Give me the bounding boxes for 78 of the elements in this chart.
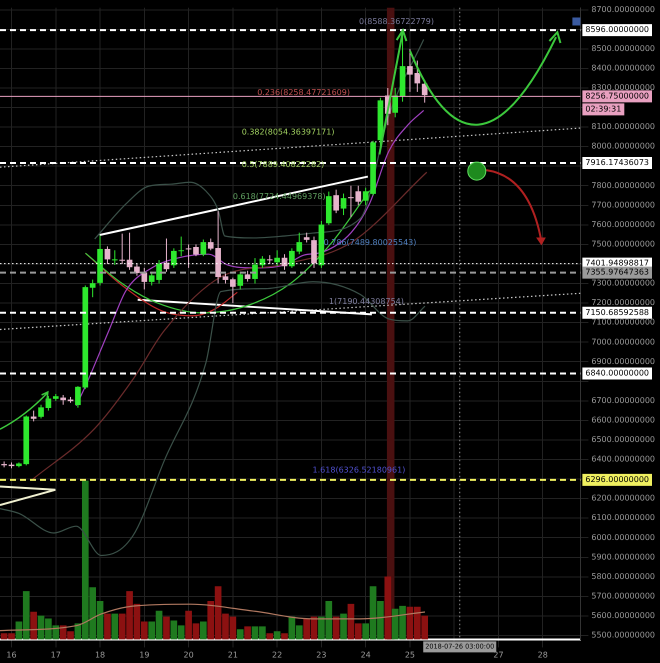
y-tick-label: 7000.00000000 xyxy=(591,337,656,346)
annotation: 0.382(8054.36397171) xyxy=(242,128,334,137)
x-tick-label: 18 xyxy=(94,650,106,660)
x-tick-label: 17 xyxy=(50,650,61,660)
x-tick-label: 19 xyxy=(139,650,150,660)
y-tick-label: 8500.00000000 xyxy=(591,44,656,53)
y-tick-label: 5600.00000000 xyxy=(591,611,656,620)
candlestick xyxy=(282,254,288,270)
candlestick xyxy=(318,220,324,268)
text: 02:39:31 xyxy=(585,104,622,114)
candlestick xyxy=(90,279,96,298)
candlestick xyxy=(23,415,30,466)
ref-line-label: 8256.75000000 xyxy=(585,92,650,101)
annotation: 0.236(8258.47721609) xyxy=(257,88,350,97)
candlestick xyxy=(104,246,110,264)
y-tick-label: 6700.00000000 xyxy=(591,396,656,405)
candlestick xyxy=(208,238,214,251)
ref-line-label: 7401.94898817 xyxy=(585,258,650,268)
line-series xyxy=(76,110,424,406)
candlestick xyxy=(311,236,317,268)
y-tick-label: 7600.00000000 xyxy=(591,220,656,229)
candlestick xyxy=(52,393,59,402)
line-series xyxy=(30,172,428,481)
x-tick-label: 23 xyxy=(316,650,326,660)
ref-line-label: 8596.00000000 xyxy=(585,25,650,34)
x-tick-label: 24 xyxy=(360,650,371,660)
y-tick-label: 7500.00000000 xyxy=(591,239,656,248)
annotation: 1(7190.44308754) xyxy=(328,297,404,306)
y-tick-label: 7300.00000000 xyxy=(591,278,656,288)
candlestick xyxy=(16,462,22,468)
y-tick-label: 7700.00000000 xyxy=(591,200,656,210)
y-tick-label: 6400.00000000 xyxy=(591,454,656,464)
x-tick-label: 25 xyxy=(404,650,416,660)
y-tick-label: 8100.00000000 xyxy=(591,122,656,132)
candlestick xyxy=(333,189,339,214)
y-tick-label: 6900.00000000 xyxy=(591,356,656,366)
x-tick-label: 20 xyxy=(183,650,194,660)
candlestick xyxy=(164,238,170,272)
y-tick-label: 6500.00000000 xyxy=(591,435,656,444)
y-tick-label: 8700.00000000 xyxy=(591,4,656,14)
annotation: 0(8588.36722779) xyxy=(359,17,434,26)
y-tick-label: 6200.00000000 xyxy=(591,494,656,503)
line-series xyxy=(0,604,426,632)
candlestick xyxy=(200,239,206,257)
y-tick-label: 6000.00000000 xyxy=(591,532,656,542)
ref-line-label: 6840.00000000 xyxy=(585,368,650,378)
candlestick xyxy=(97,235,103,286)
y-tick-label: 8300.00000000 xyxy=(591,83,656,92)
x-tick-label: 22 xyxy=(272,650,282,660)
candlestick xyxy=(326,191,332,226)
y-tick-label: 8000.00000000 xyxy=(591,142,656,151)
y-tick-label: 5700.00000000 xyxy=(591,591,656,600)
y-tick-label: 7100.00000000 xyxy=(591,318,656,327)
candlestick xyxy=(296,232,302,255)
candlestick xyxy=(340,193,346,216)
ref-line-label: 6296.00000000 xyxy=(585,474,650,484)
y-tick-label: 6600.00000000 xyxy=(591,415,656,424)
y-tick-label: 8400.00000000 xyxy=(591,63,656,72)
ref-line-label: 7355.97647363 xyxy=(585,268,650,277)
candlestick xyxy=(82,284,88,390)
x-tick-label: 16 xyxy=(6,650,17,660)
y-tick-label: 7800.00000000 xyxy=(591,180,656,190)
line-series xyxy=(84,252,238,316)
y-tick-label: 5800.00000000 xyxy=(591,572,656,581)
x-tick-label: 28 xyxy=(538,650,548,660)
ref-line-label: 7916.17436073 xyxy=(585,158,650,168)
ref-line-label: 7150.68592588 xyxy=(585,308,650,317)
y-tick-label: 5500.00000000 xyxy=(591,630,656,640)
y-tick-label: 6100.00000000 xyxy=(591,513,656,522)
y-tick-label: 5900.00000000 xyxy=(591,552,656,562)
line-series xyxy=(94,38,424,240)
y-tick-label: 7200.00000000 xyxy=(591,298,656,308)
candlestick xyxy=(304,232,310,243)
line-series xyxy=(0,281,426,556)
annotation: 1.618(6326.52180961) xyxy=(312,466,406,475)
x-tick-label: 27 xyxy=(493,650,504,660)
x-tick-label: 21 xyxy=(228,650,238,660)
candlestick xyxy=(30,410,36,422)
